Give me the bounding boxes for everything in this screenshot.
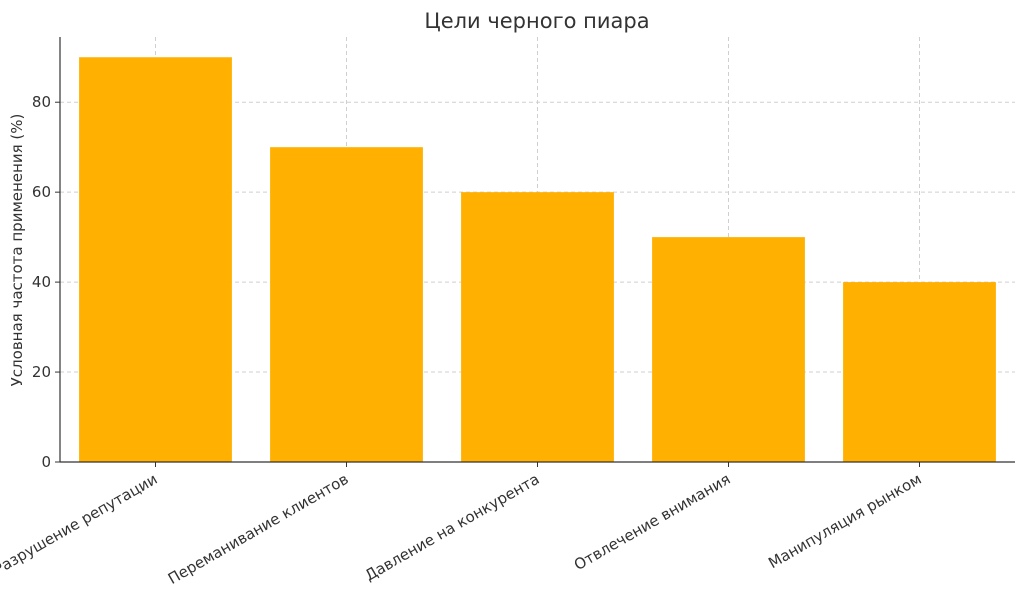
chart-title: Цели черного пиара xyxy=(424,9,649,33)
bars-layer xyxy=(79,57,996,462)
x-tick-label: Манипуляция рынком xyxy=(765,470,924,572)
y-tick-label: 60 xyxy=(32,183,51,201)
x-tick-label: Переманивание клиентов xyxy=(165,470,352,588)
bar xyxy=(843,282,996,462)
x-tick-labels: Разрушение репутации Переманивание клиент… xyxy=(0,462,925,588)
bar xyxy=(79,57,232,462)
y-tick-label: 20 xyxy=(32,363,51,381)
y-tick-label: 0 xyxy=(41,453,51,471)
bar xyxy=(270,147,423,462)
y-tick-label: 40 xyxy=(32,273,51,291)
y-ticks: 0 20 40 60 80 xyxy=(32,93,60,471)
y-axis-label: Условная частота применения (%) xyxy=(8,114,26,387)
x-tick-label: Давление на конкурента xyxy=(362,470,543,585)
bar xyxy=(461,192,614,462)
x-tick-label: Отвлечение внимания xyxy=(571,470,734,574)
y-tick-label: 80 xyxy=(32,93,51,111)
bar xyxy=(652,237,805,462)
x-tick-label: Разрушение репутации xyxy=(0,470,161,579)
